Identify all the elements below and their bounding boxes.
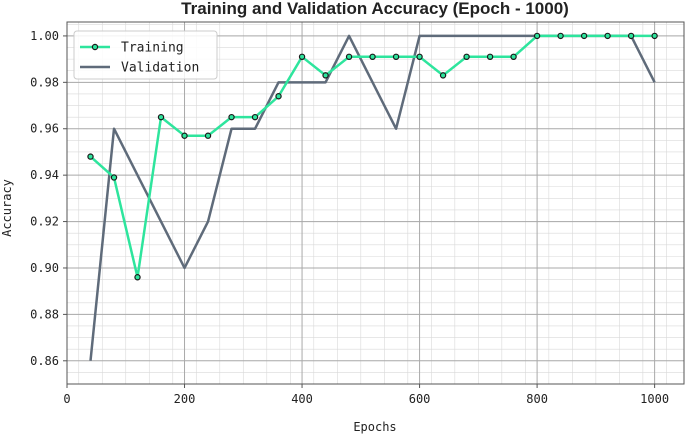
x-tick-label: 1000	[640, 392, 669, 406]
training-point	[510, 53, 517, 61]
training-point	[251, 113, 259, 121]
training-point	[228, 113, 235, 121]
training-point	[204, 132, 212, 139]
training-point	[533, 32, 541, 40]
y-tick-label: 0.92	[30, 215, 59, 229]
training-point	[275, 93, 282, 100]
x-tick-label: 800	[526, 392, 548, 406]
training-point	[416, 53, 423, 61]
chart-title: Training and Validation Accuracy (Epoch …	[181, 0, 569, 18]
y-axis-label: Accuracy	[0, 179, 14, 237]
training-point	[439, 72, 447, 79]
training-point	[651, 32, 658, 40]
y-tick-label: 0.98	[30, 75, 59, 89]
training-point	[157, 113, 165, 121]
x-tick-label: 400	[291, 392, 313, 406]
training-point	[580, 32, 588, 40]
x-axis-label: Epochs	[353, 420, 396, 434]
plot-frame	[66, 21, 685, 385]
series-layer	[87, 32, 658, 361]
training-point	[557, 32, 564, 40]
y-tick-label: 0.96	[30, 122, 59, 136]
training-point	[463, 53, 470, 61]
training-point	[87, 153, 94, 160]
y-tick-label: 0.86	[30, 354, 59, 368]
training-point	[345, 53, 353, 61]
training-point	[298, 53, 306, 61]
training-point	[486, 53, 494, 61]
training-point	[627, 32, 635, 40]
training-point	[604, 32, 611, 40]
training-point	[181, 132, 188, 139]
legend: Training Validation	[73, 30, 218, 80]
y-tick-label: 0.94	[30, 168, 59, 182]
y-tick-label: 1.00	[30, 29, 59, 43]
x-tick-label: 600	[409, 392, 431, 406]
training-point	[369, 53, 376, 61]
training-point	[134, 274, 141, 281]
x-tick-label: 0	[63, 392, 70, 406]
legend-training-label: Training	[121, 41, 184, 56]
y-tick-label: 0.90	[30, 261, 59, 275]
legend-validation-label: Validation	[121, 61, 199, 76]
training-point	[392, 53, 400, 61]
x-tick-label: 200	[174, 392, 196, 406]
training-point	[110, 174, 118, 181]
legend-training-marker	[91, 43, 99, 51]
axis-ticks: 0 200 400 600 800 1000 0.86 0.88 0.90 0.92 0.94 0.9…	[30, 29, 669, 406]
y-tick-label: 0.88	[30, 307, 59, 321]
training-point	[322, 72, 329, 79]
